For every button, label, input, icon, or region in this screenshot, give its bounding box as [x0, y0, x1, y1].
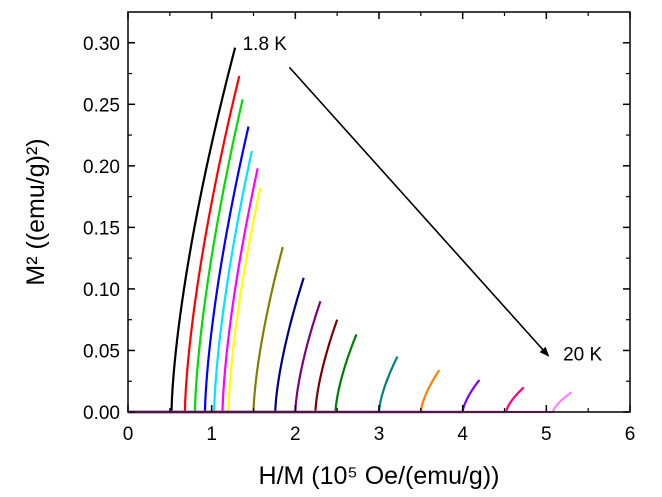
series-curve-2	[128, 75, 241, 414]
annotation-end-temperature: 20 K	[563, 344, 602, 365]
x-axis-title: H/M (10⁵ Oe/(emu/g))	[259, 462, 500, 490]
series-curve-14	[128, 369, 441, 414]
y-tick-label: 0.10	[83, 280, 120, 301]
y-tick-label: 0.00	[83, 403, 120, 424]
trend-arrow	[288, 66, 550, 357]
series-curve-16	[128, 386, 525, 414]
x-tick-label: 5	[541, 424, 552, 445]
series-curve-5	[128, 150, 253, 414]
tick-layer: 0 1 2 3 4 5 6 0.00 0.05 0.10 0.15 0.20 0.25 0.30	[83, 12, 635, 445]
x-tick-label: 6	[625, 424, 636, 445]
y-tick-label: 0.25	[83, 95, 120, 116]
series-curve-8	[128, 246, 284, 414]
series-curve-15	[128, 379, 481, 414]
y-tick-label: 0.15	[83, 218, 120, 239]
series-curve-9	[128, 277, 305, 414]
series-curve-1	[128, 47, 237, 414]
x-tick-label: 3	[374, 424, 385, 445]
x-tick-label: 2	[290, 424, 301, 445]
series-curve-12	[128, 334, 358, 414]
x-tick-label: 0	[123, 424, 134, 445]
series-curve-6	[128, 168, 259, 414]
series-curve-17	[128, 391, 573, 414]
y-tick-label: 0.05	[83, 341, 120, 362]
series-curve-10	[128, 300, 322, 414]
x-tick-label: 1	[206, 424, 217, 445]
y-axis-title: M² ((emu/g)²)	[22, 138, 50, 285]
plot-frame	[127, 11, 631, 413]
y-tick-label: 0.20	[83, 157, 120, 178]
series-curve-11	[128, 319, 339, 414]
series-curve-13	[128, 356, 399, 414]
series-curve-7	[128, 187, 262, 414]
series-curve-3	[128, 99, 244, 414]
x-tick-label: 4	[457, 424, 468, 445]
series-curve-4	[128, 126, 250, 414]
annotation-start-temperature: 1.8 K	[243, 34, 288, 55]
y-tick-label: 0.30	[83, 34, 120, 55]
series-layer	[128, 47, 573, 414]
